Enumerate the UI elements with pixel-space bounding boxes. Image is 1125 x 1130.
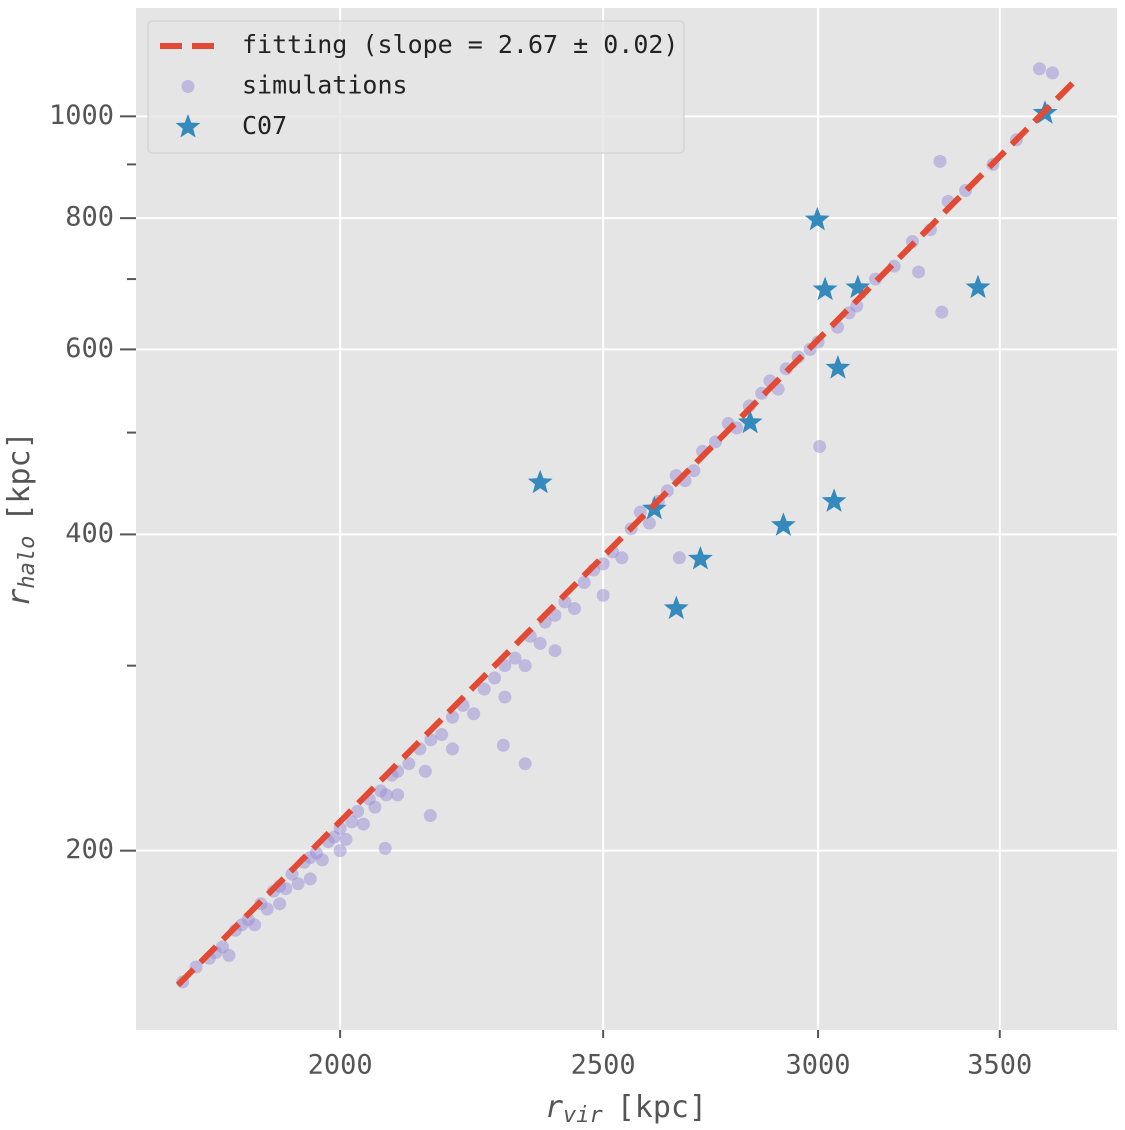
scatter-point	[248, 918, 262, 932]
x-label-unit: [kpc]	[617, 1090, 707, 1125]
scatter-point	[315, 853, 329, 867]
scatter-point	[351, 804, 365, 818]
y-tick-label: 600	[65, 333, 114, 364]
y-axis-label: rhalo [kpc]	[2, 431, 41, 606]
scatter-point	[445, 742, 459, 756]
scatter-point	[356, 817, 370, 831]
legend: fitting (slope = 2.67 ± 0.02) simulations…	[147, 20, 685, 154]
scatter-point	[368, 800, 382, 814]
scatter-point	[291, 877, 305, 891]
legend-dot	[181, 80, 195, 93]
fit-line	[175, 77, 1078, 988]
y-tick-label: 1000	[49, 100, 114, 131]
scatter-point	[435, 727, 449, 741]
star-point	[812, 276, 838, 301]
y-tick-label: 800	[65, 202, 114, 233]
scatter-point	[596, 588, 610, 602]
x-tick-label: 2500	[571, 1050, 636, 1081]
scatter-point	[378, 841, 392, 855]
scatter-point	[548, 644, 562, 658]
scatter-point	[418, 764, 432, 778]
scatter-point	[642, 516, 656, 530]
scatter-point	[813, 439, 827, 453]
scatter-point	[518, 659, 532, 673]
legend-star	[175, 114, 201, 138]
scatter-point	[1033, 62, 1047, 76]
y-label-subscript: halo	[15, 536, 40, 589]
x-label-symbol: r	[545, 1090, 563, 1125]
star-point	[821, 488, 847, 512]
star-point	[663, 595, 689, 620]
scatter-point	[222, 948, 236, 962]
y-label-unit: [kpc]	[2, 431, 37, 521]
scatter-point	[488, 671, 502, 685]
scatter-point	[303, 872, 317, 886]
star-point	[804, 206, 830, 231]
scatter-point	[391, 788, 405, 802]
legend-label: simulations	[242, 71, 408, 100]
x-tick-label: 3500	[967, 1050, 1032, 1081]
marks	[175, 62, 1078, 989]
scatter-point	[333, 844, 347, 858]
scatter-point	[933, 154, 947, 168]
scatter-point	[577, 575, 591, 589]
star-point	[527, 469, 553, 494]
y-label-symbol: r	[2, 589, 37, 607]
scatter-point	[912, 265, 926, 279]
scatter-point	[467, 707, 481, 721]
scatter-point	[423, 809, 437, 823]
scatter-point	[687, 464, 701, 478]
scatter-point	[935, 305, 949, 319]
scatter-point	[508, 651, 522, 665]
scatter-point	[496, 738, 510, 752]
scatter-point	[1045, 66, 1059, 80]
y-tick-label: 200	[65, 834, 114, 865]
scatter-point	[273, 897, 287, 911]
scatter-point	[596, 557, 610, 571]
scatter-point	[568, 602, 582, 616]
plot-area	[136, 8, 1117, 1030]
star-point	[688, 546, 713, 570]
scatter-point	[672, 551, 686, 565]
star-point	[965, 274, 991, 299]
scatter-point	[533, 636, 547, 650]
scatter-point	[518, 757, 532, 771]
star-point	[771, 512, 796, 536]
legend-box	[147, 20, 685, 154]
legend-label: C07	[242, 111, 287, 140]
scatter-point	[402, 757, 416, 771]
star-point	[845, 274, 871, 299]
y-tick-label: 400	[65, 518, 114, 549]
scatter-point	[279, 882, 293, 896]
scatter-point	[445, 710, 459, 724]
x-label-subscript: vir	[563, 1103, 603, 1126]
scatter-point	[477, 682, 491, 696]
star-point	[737, 409, 763, 434]
x-tick-label: 3000	[786, 1050, 851, 1081]
legend-label: fitting (slope = 2.67 ± 0.02)	[242, 30, 679, 59]
scatter-point	[339, 832, 353, 846]
x-tick-label: 2000	[308, 1050, 373, 1081]
scatter-point	[379, 788, 393, 802]
scatter-point	[345, 815, 359, 829]
x-axis-label: rvir [kpc]	[545, 1090, 707, 1127]
scatter-point	[615, 551, 629, 565]
star-point	[825, 355, 851, 379]
scatter-point	[260, 902, 274, 916]
scatter-point	[498, 690, 512, 704]
